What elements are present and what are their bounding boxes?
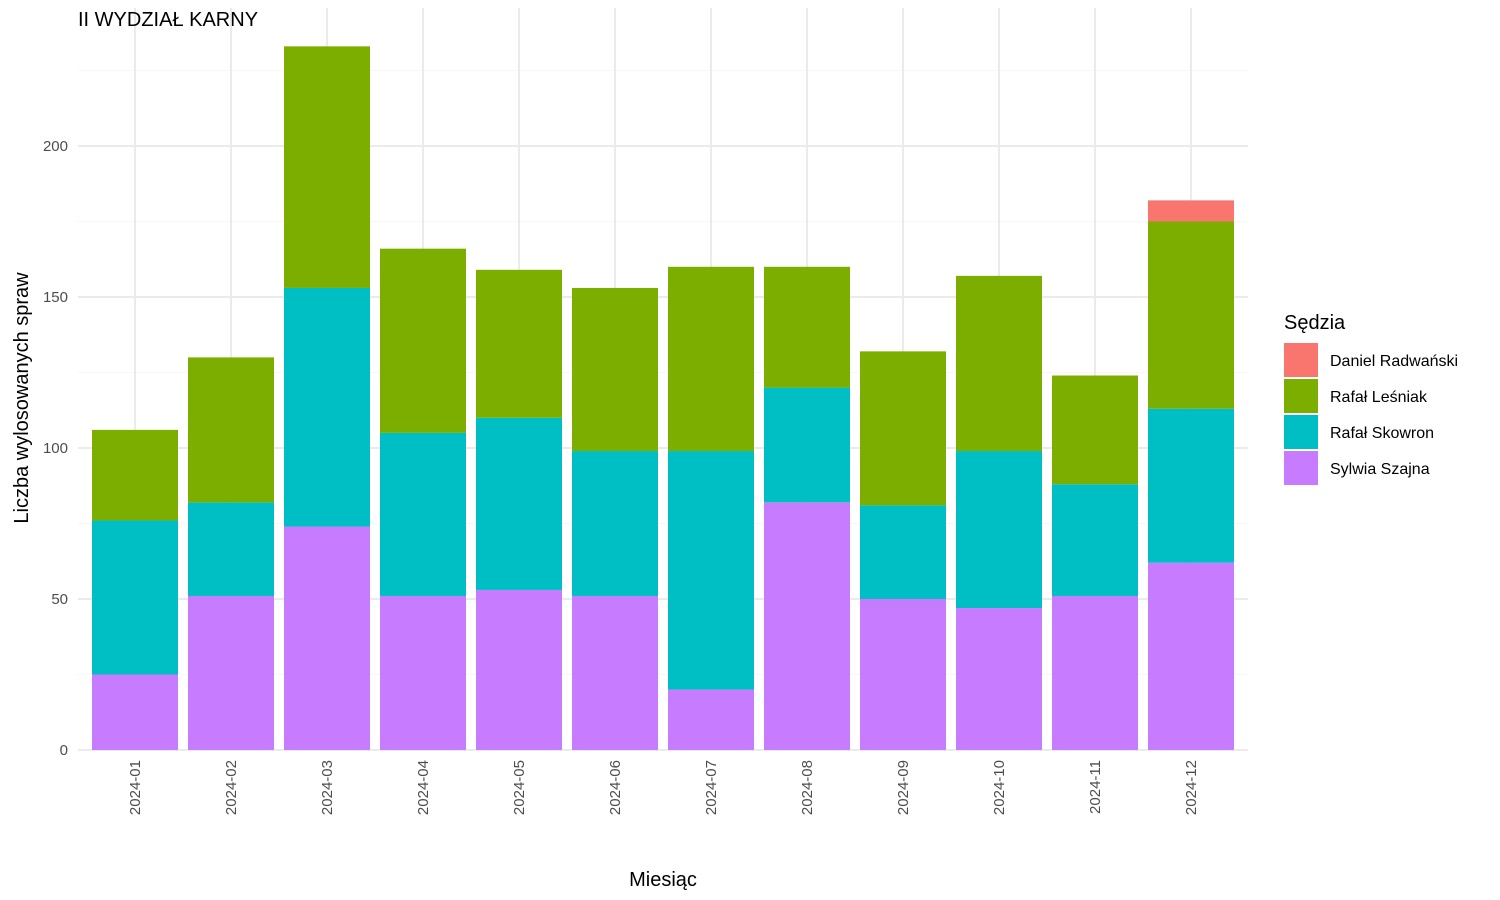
- bar-2024-09-rafal-lesniak: [860, 351, 946, 506]
- bar-2024-05-rafal-skowron: [476, 417, 562, 590]
- bar-2024-07-rafal-lesniak: [668, 266, 754, 452]
- bar-2024-06-sylwia-szajna: [572, 595, 658, 750]
- y-tick-label: 150: [43, 289, 68, 306]
- x-tick-label: 2024-03: [319, 760, 336, 815]
- legend-label-rafal-lesniak: Rafał Leśniak: [1330, 389, 1428, 406]
- x-tick-label: 2024-11: [1087, 760, 1104, 814]
- x-tick-label: 2024-02: [223, 760, 240, 815]
- y-tick-label: 50: [51, 591, 68, 608]
- bar-2024-01-rafal-skowron: [92, 520, 178, 675]
- bar-2024-09-rafal-skowron: [860, 505, 946, 599]
- bar-2024-06-rafal-lesniak: [572, 287, 658, 452]
- bar-2024-02-rafal-skowron: [188, 502, 274, 596]
- bar-2024-12-sylwia-szajna: [1148, 562, 1234, 750]
- x-tick-label: 2024-05: [511, 760, 528, 815]
- bar-2024-04-rafal-skowron: [380, 432, 466, 596]
- legend-label-daniel-radwanski: Daniel Radwański: [1330, 353, 1458, 370]
- bar-2024-08-rafal-lesniak: [764, 266, 850, 388]
- legend-key-sylwia-szajna: [1284, 451, 1318, 485]
- legend-key-rafal-skowron: [1284, 415, 1318, 449]
- bar-2024-08-rafal-skowron: [764, 387, 850, 503]
- x-axis-ticks: 2024-01 2024-02 2024-03 2024-04 2024-05 2024-…: [127, 760, 1200, 815]
- bar-2024-08-sylwia-szajna: [764, 502, 850, 750]
- bar-2024-11-rafal-lesniak: [1052, 375, 1138, 485]
- legend-key-daniel-radwanski: [1284, 343, 1318, 377]
- bar-2024-11-sylwia-szajna: [1052, 595, 1138, 750]
- bar-2024-03-rafal-lesniak: [284, 46, 370, 288]
- bar-2024-05-sylwia-szajna: [476, 589, 562, 750]
- bar-2024-12-rafal-skowron: [1148, 408, 1234, 563]
- bar-2024-10-rafal-skowron: [956, 451, 1042, 609]
- bar-2024-07-sylwia-szajna: [668, 689, 754, 750]
- bar-2024-10-sylwia-szajna: [956, 608, 1042, 750]
- x-tick-label: 2024-12: [1183, 760, 1200, 815]
- legend: Sędzia Daniel Radwański Rafał Leśniak Rafa…: [1284, 312, 1458, 485]
- y-axis-title: Liczba wylosowanych spraw: [11, 272, 33, 524]
- bars: [92, 46, 1234, 750]
- bar-2024-02-sylwia-szajna: [188, 595, 274, 750]
- y-tick-label: 200: [43, 138, 68, 155]
- bar-2024-04-rafal-lesniak: [380, 248, 466, 433]
- chart-title: II WYDZIAŁ KARNY: [78, 9, 258, 31]
- legend-title: Sędzia: [1284, 312, 1346, 334]
- bar-2024-05-rafal-lesniak: [476, 269, 562, 418]
- x-tick-label: 2024-06: [607, 760, 624, 815]
- x-axis-title: Miesiąc: [629, 869, 697, 891]
- bar-2024-01-rafal-lesniak: [92, 429, 178, 521]
- legend-key-rafal-lesniak: [1284, 379, 1318, 413]
- bar-2024-02-rafal-lesniak: [188, 357, 274, 503]
- legend-label-rafal-skowron: Rafał Skowron: [1330, 425, 1434, 442]
- y-tick-label: 0: [60, 742, 68, 759]
- bar-2024-12-rafal-lesniak: [1148, 221, 1234, 409]
- bar-2024-04-sylwia-szajna: [380, 595, 466, 750]
- x-tick-label: 2024-08: [799, 760, 816, 815]
- bar-2024-07-rafal-skowron: [668, 451, 754, 690]
- x-tick-label: 2024-04: [415, 760, 432, 815]
- x-tick-label: 2024-07: [703, 760, 720, 815]
- legend-label-sylwia-szajna: Sylwia Szajna: [1330, 461, 1430, 478]
- y-axis-ticks: 0 50 100 150 200: [43, 138, 68, 759]
- bar-2024-12-daniel-radwanski: [1148, 200, 1234, 222]
- bar-2024-03-sylwia-szajna: [284, 526, 370, 750]
- y-tick-label: 100: [43, 440, 68, 457]
- bar-2024-03-rafal-skowron: [284, 287, 370, 527]
- bar-2024-06-rafal-skowron: [572, 451, 658, 596]
- bar-2024-11-rafal-skowron: [1052, 484, 1138, 596]
- bar-2024-01-sylwia-szajna: [92, 674, 178, 750]
- x-tick-label: 2024-09: [895, 760, 912, 815]
- bar-2024-10-rafal-lesniak: [956, 275, 1042, 452]
- x-tick-label: 2024-10: [991, 760, 1008, 815]
- bar-2024-09-sylwia-szajna: [860, 599, 946, 750]
- x-tick-label: 2024-01: [127, 760, 144, 815]
- legend-items: Daniel Radwański Rafał Leśniak Rafał Skowr…: [1284, 343, 1458, 485]
